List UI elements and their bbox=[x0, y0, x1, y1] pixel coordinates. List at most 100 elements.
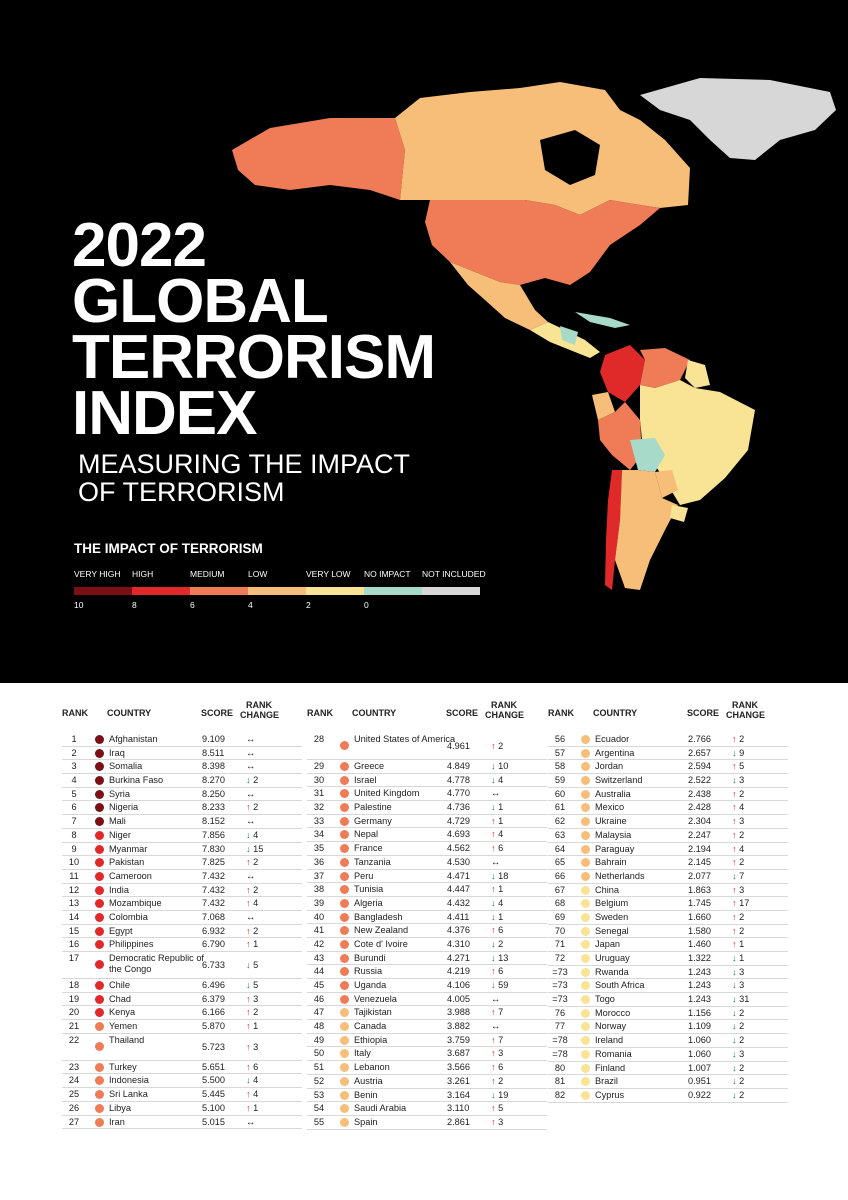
table-row: 20 Kenya 6.166 ↑ 2 bbox=[62, 1006, 302, 1021]
table-row: 72 Uruguay 1.322 ↓ 1 bbox=[548, 952, 788, 966]
arrow-down-icon: ↓ bbox=[491, 774, 496, 785]
country-cell: Indonesia bbox=[109, 1075, 149, 1086]
row-divider bbox=[62, 814, 302, 816]
rank-change-value: 4 bbox=[250, 1075, 259, 1086]
impact-dot bbox=[95, 960, 104, 969]
country-cell: Belgium bbox=[595, 898, 629, 909]
rank-change-cell: ↑ 2 bbox=[732, 857, 744, 867]
score-cell: 4.770 bbox=[447, 788, 470, 799]
rank-cell: 17 bbox=[68, 953, 80, 963]
map-cuba bbox=[575, 312, 630, 328]
table-row: 32 Palestine 4.736 ↓ 1 bbox=[307, 801, 547, 815]
map-greenland bbox=[640, 78, 836, 160]
table-row: 64 Paraguay 2.194 ↑ 4 bbox=[548, 843, 788, 857]
impact-dot bbox=[581, 871, 590, 881]
impact-dot bbox=[581, 1090, 590, 1100]
impact-dot bbox=[95, 885, 104, 895]
country-cell: Bangladesh bbox=[354, 911, 403, 922]
row-divider bbox=[548, 923, 788, 925]
rank-change-value: 3 bbox=[250, 993, 259, 1004]
rank-cell: 77 bbox=[554, 1021, 566, 1032]
impact-legend: VERY HIGH HIGH MEDIUM LOW VERY LOW NO IMPACT N… bbox=[74, 569, 486, 619]
arrow-up-icon: ↑ bbox=[491, 829, 496, 840]
country-cell: Uganda bbox=[354, 980, 387, 990]
table-row: 42 Cote d' Ivoire 4.310 ↓ 2 bbox=[307, 938, 547, 952]
rank-change-cell: ↓ 4 bbox=[491, 898, 503, 908]
legend-swatch bbox=[190, 587, 248, 595]
score-cell: 4.736 bbox=[447, 802, 470, 813]
rank-cell: 66 bbox=[554, 870, 566, 881]
table-row: 71 Japan 1.460 ↑ 1 bbox=[548, 938, 788, 952]
rank-change-cell: ↑ 1 bbox=[732, 939, 744, 949]
row-divider bbox=[307, 1087, 547, 1089]
table-row: 27 Iran 5.015 ↔ bbox=[62, 1116, 302, 1130]
rank-change-cell: ↔ bbox=[246, 789, 255, 799]
rank-change-value: 18 bbox=[495, 870, 509, 881]
rank-change-cell: ↑ 3 bbox=[246, 994, 258, 1004]
country-cell: Austria bbox=[354, 1075, 383, 1086]
country-cell: Mali bbox=[109, 816, 126, 827]
arrow-up-icon: ↑ bbox=[491, 843, 496, 854]
table-row: 59 Switzerland 2.522 ↓ 3 bbox=[548, 774, 788, 788]
country-cell: Philippines bbox=[109, 939, 154, 950]
rank-cell: 53 bbox=[313, 1089, 325, 1100]
row-divider bbox=[62, 978, 302, 979]
rank-change-cell: ↓ 10 bbox=[491, 761, 508, 771]
row-divider bbox=[62, 868, 302, 870]
score-cell: 7.432 bbox=[202, 884, 225, 895]
rank-change-value: 19 bbox=[495, 1089, 509, 1100]
arrow-up-icon: ↑ bbox=[246, 1007, 251, 1018]
rank-change-value: 59 bbox=[495, 980, 509, 990]
country-cell: Tajikistan bbox=[354, 1007, 392, 1018]
table-row: 17 Democratic Republic of the Congo 6.733 ↓… bbox=[62, 952, 302, 979]
impact-dot bbox=[340, 967, 349, 977]
table-row: 16 Philippines 6.790 ↑ 1 bbox=[62, 938, 302, 952]
arrow-up-icon: ↑ bbox=[246, 993, 251, 1004]
header-score: SCORE bbox=[201, 708, 234, 718]
rank-cell: 56 bbox=[554, 734, 566, 744]
rank-cell: 63 bbox=[554, 829, 566, 840]
score-cell: 3.882 bbox=[447, 1021, 470, 1032]
country-cell: Brazil bbox=[595, 1076, 618, 1087]
table-row: 48 Canada 3.882 ↔ bbox=[307, 1020, 547, 1034]
impact-dot bbox=[581, 981, 590, 991]
table-row: 56 Ecuador 2.766 ↑ 2 bbox=[548, 733, 788, 747]
rank-cell: 24 bbox=[68, 1075, 80, 1086]
country-cell: Tanzania bbox=[354, 856, 391, 867]
rank-change-cell: ↑ 6 bbox=[491, 925, 503, 935]
row-divider bbox=[62, 1100, 302, 1102]
rank-cell: 36 bbox=[313, 856, 325, 867]
impact-dot bbox=[95, 762, 104, 772]
header-rank-change: CHANGE bbox=[485, 710, 525, 720]
poster-subtitle: MEASURING THE IMPACT OF TERRORISM bbox=[78, 450, 410, 506]
table-row: 8 Niger 7.856 ↓ 4 bbox=[62, 829, 302, 843]
row-divider bbox=[307, 1019, 547, 1021]
rank-change-cell: ↑ 7 bbox=[491, 1035, 503, 1045]
rank-change-cell: ↑ 17 bbox=[732, 898, 749, 908]
rank-change-value: 6 bbox=[495, 843, 504, 854]
country-cell: Togo bbox=[595, 994, 615, 1005]
table-row: 25 Sri Lanka 5.445 ↑ 4 bbox=[62, 1088, 302, 1102]
rank-change-value: 1 bbox=[495, 911, 504, 922]
rank-change-value: 5 bbox=[495, 1103, 504, 1114]
score-cell: 5.723 bbox=[202, 1041, 225, 1052]
rank-cell: 20 bbox=[68, 1007, 80, 1018]
rank-cell: 31 bbox=[313, 788, 325, 799]
table-row: =78 Romania 1.060 ↓ 3 bbox=[548, 1048, 788, 1062]
impact-dot bbox=[95, 830, 104, 840]
country-cell: Canada bbox=[354, 1021, 387, 1032]
legend-swatch bbox=[74, 587, 132, 595]
header-rank-change: RANK bbox=[246, 700, 272, 710]
arrow-up-icon: ↑ bbox=[246, 1041, 251, 1052]
impact-dot bbox=[340, 1008, 349, 1018]
map-peru bbox=[598, 402, 642, 470]
rank-change-value: 2 bbox=[736, 1089, 745, 1100]
score-cell: 5.651 bbox=[202, 1061, 225, 1072]
arrow-up-icon: ↑ bbox=[491, 1103, 496, 1114]
arrow-down-icon: ↓ bbox=[732, 994, 737, 1005]
arrow-left-right-icon: ↔ bbox=[491, 788, 501, 799]
rank-change-value: 2 bbox=[736, 1076, 745, 1087]
rank-change-value: 6 bbox=[495, 925, 504, 936]
arrow-up-icon: ↑ bbox=[246, 1061, 251, 1072]
